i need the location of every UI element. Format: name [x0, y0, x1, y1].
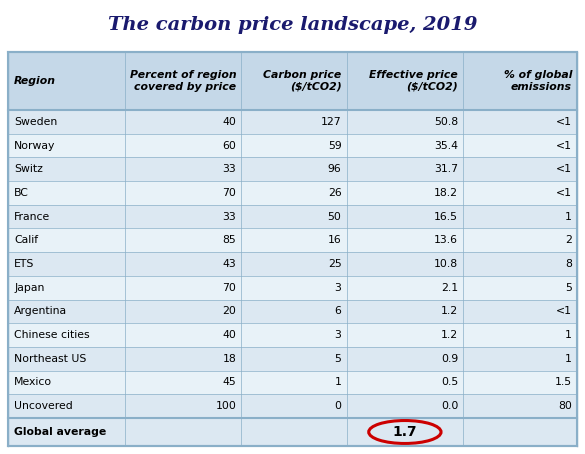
- Text: Calif: Calif: [14, 235, 38, 245]
- Text: ETS: ETS: [14, 259, 35, 269]
- Text: 16.5: 16.5: [434, 212, 458, 222]
- Text: 85: 85: [222, 235, 236, 245]
- Text: 1.2: 1.2: [441, 306, 458, 316]
- Text: 2.1: 2.1: [441, 283, 458, 293]
- Text: Global average: Global average: [14, 427, 106, 437]
- Text: Norway: Norway: [14, 141, 56, 151]
- Text: BC: BC: [14, 188, 29, 198]
- Text: Switz: Switz: [14, 164, 43, 174]
- Text: France: France: [14, 212, 50, 222]
- Text: 18.2: 18.2: [434, 188, 458, 198]
- Text: Uncovered: Uncovered: [14, 401, 73, 411]
- Text: 70: 70: [222, 283, 236, 293]
- Text: 50: 50: [328, 212, 342, 222]
- Bar: [8, 181, 577, 205]
- Text: Argentina: Argentina: [14, 306, 67, 316]
- Bar: [8, 205, 577, 228]
- Text: 1.2: 1.2: [441, 330, 458, 340]
- Text: The carbon price landscape, 2019: The carbon price landscape, 2019: [108, 16, 477, 34]
- Text: Percent of region
covered by price: Percent of region covered by price: [130, 70, 236, 92]
- Text: 13.6: 13.6: [434, 235, 458, 245]
- Text: 6: 6: [335, 306, 342, 316]
- Text: Mexico: Mexico: [14, 377, 52, 387]
- Text: 127: 127: [321, 117, 342, 127]
- Text: Region: Region: [14, 76, 56, 86]
- Text: 40: 40: [222, 117, 236, 127]
- Bar: [8, 347, 577, 370]
- Text: 5: 5: [565, 283, 572, 293]
- Text: 35.4: 35.4: [434, 141, 458, 151]
- Text: <1: <1: [556, 117, 572, 127]
- Bar: [8, 323, 577, 347]
- Text: 16: 16: [328, 235, 342, 245]
- Text: Sweden: Sweden: [14, 117, 57, 127]
- Text: 43: 43: [222, 259, 236, 269]
- Text: 33: 33: [222, 212, 236, 222]
- Text: 3: 3: [335, 283, 342, 293]
- Text: Effective price
($/tCO2): Effective price ($/tCO2): [370, 70, 458, 92]
- Text: 59: 59: [328, 141, 342, 151]
- Text: 31.7: 31.7: [434, 164, 458, 174]
- Text: 0.9: 0.9: [441, 354, 458, 364]
- Text: 3: 3: [335, 330, 342, 340]
- Text: 20: 20: [222, 306, 236, 316]
- Bar: [8, 110, 577, 133]
- Text: 1.5: 1.5: [555, 377, 572, 387]
- Bar: [8, 395, 577, 418]
- Text: 100: 100: [215, 401, 236, 411]
- Text: <1: <1: [556, 141, 572, 151]
- Text: <1: <1: [556, 306, 572, 316]
- Text: 1: 1: [565, 212, 572, 222]
- Text: 1: 1: [335, 377, 342, 387]
- Bar: [8, 228, 577, 252]
- Text: 1.7: 1.7: [393, 425, 417, 439]
- Text: 2: 2: [565, 235, 572, 245]
- Text: Northeast US: Northeast US: [14, 354, 87, 364]
- Text: 0.5: 0.5: [441, 377, 458, 387]
- Bar: [8, 300, 577, 323]
- Text: 1: 1: [565, 354, 572, 364]
- Text: 1: 1: [565, 330, 572, 340]
- Text: <1: <1: [556, 164, 572, 174]
- Text: 18: 18: [222, 354, 236, 364]
- Bar: [8, 52, 577, 446]
- Text: 80: 80: [558, 401, 572, 411]
- Bar: [8, 52, 577, 110]
- Bar: [8, 252, 577, 276]
- Text: 0: 0: [335, 401, 342, 411]
- Text: % of global
emissions: % of global emissions: [504, 70, 572, 92]
- Text: 25: 25: [328, 259, 342, 269]
- Text: 45: 45: [222, 377, 236, 387]
- Text: 50.8: 50.8: [434, 117, 458, 127]
- Text: 5: 5: [335, 354, 342, 364]
- Bar: [8, 158, 577, 181]
- Text: 26: 26: [328, 188, 342, 198]
- Text: <1: <1: [556, 188, 572, 198]
- Bar: [8, 370, 577, 395]
- Text: Carbon price
($/tCO2): Carbon price ($/tCO2): [263, 70, 342, 92]
- Text: Japan: Japan: [14, 283, 44, 293]
- Text: 0.0: 0.0: [441, 401, 458, 411]
- Text: 33: 33: [222, 164, 236, 174]
- Text: 10.8: 10.8: [434, 259, 458, 269]
- Text: 40: 40: [222, 330, 236, 340]
- Text: 96: 96: [328, 164, 342, 174]
- Text: 8: 8: [565, 259, 572, 269]
- Text: Chinese cities: Chinese cities: [14, 330, 90, 340]
- Bar: [8, 418, 577, 446]
- Bar: [8, 276, 577, 300]
- Text: 70: 70: [222, 188, 236, 198]
- Text: 60: 60: [222, 141, 236, 151]
- Bar: [8, 133, 577, 158]
